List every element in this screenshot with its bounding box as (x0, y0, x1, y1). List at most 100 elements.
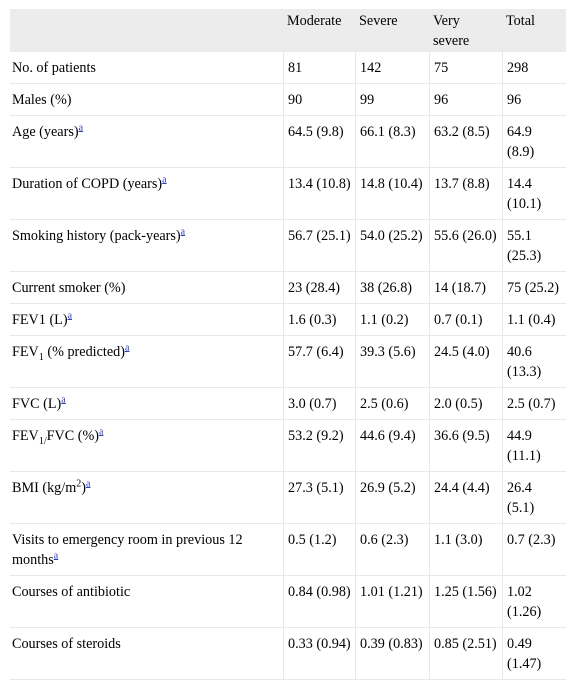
cell-total: 55.1 (25.3) (502, 220, 566, 272)
cell-severe: 0.39 (0.83) (355, 628, 429, 680)
table-header: Moderate Severe Very severe Total (10, 9, 566, 52)
footnote-link[interactable]: a (78, 122, 84, 134)
cell-very-severe: 96 (429, 84, 502, 116)
cell-very-severe: 2.0 (0.5) (429, 388, 502, 420)
row-label-text: FVC (L) (12, 396, 62, 412)
cell-severe: 39.3 (5.6) (355, 336, 429, 388)
cell-very-severe: 24.5 (4.0) (429, 336, 502, 388)
table-row: Visits to emergency room in previous 12 … (10, 524, 566, 576)
cell-severe: 0.6 (2.3) (355, 524, 429, 576)
cell-severe: 26.9 (5.2) (355, 472, 429, 524)
table-row: Duration of COPD (years)a 13.4 (10.8) 14… (10, 168, 566, 220)
row-label: FEV1 (L)a (10, 304, 283, 336)
cell-severe: 38 (26.8) (355, 272, 429, 304)
table-row: Age (years)a 64.5 (9.8) 66.1 (8.3) 63.2 … (10, 116, 566, 168)
cell-severe: 2.5 (0.6) (355, 388, 429, 420)
cell-very-severe: 75 (429, 52, 502, 84)
cell-severe: 1.01 (1.21) (355, 576, 429, 628)
cell-moderate: 27.3 (5.1) (283, 472, 355, 524)
header-cell-total: Total (502, 9, 566, 52)
cell-moderate: 64.5 (9.8) (283, 116, 355, 168)
cell-very-severe: 0.85 (2.51) (429, 628, 502, 680)
cell-total: 26.4 (5.1) (502, 472, 566, 524)
header-cell-very-severe: Very severe (429, 9, 502, 52)
cell-severe: 1.1 (0.2) (355, 304, 429, 336)
row-label-text: FEV1 (L) (12, 312, 68, 328)
cell-total: 40.6 (13.3) (502, 336, 566, 388)
header-cell-severe: Severe (355, 9, 429, 52)
row-label: FEV1/FVC (%)a (10, 420, 283, 472)
table-row: BMI (kg/m2)a 27.3 (5.1) 26.9 (5.2) 24.4 … (10, 472, 566, 524)
cell-severe: 142 (355, 52, 429, 84)
row-label-text: Courses of steroids (12, 636, 121, 652)
row-label-sub: 1/ (38, 435, 47, 447)
footnote-link[interactable]: a (180, 226, 186, 238)
table-row: Males (%) 90 99 96 96 (10, 84, 566, 116)
row-label: Visits to emergency room in previous 12 … (10, 524, 283, 576)
cell-moderate: 3.0 (0.7) (283, 388, 355, 420)
row-label-sub: 1 (38, 351, 44, 363)
table-row: FEV1/FVC (%)a 53.2 (9.2) 44.6 (9.4) 36.6… (10, 420, 566, 472)
row-label: Courses of antibiotic (10, 576, 283, 628)
row-label-text: Visits to emergency room in previous 12 … (12, 532, 243, 568)
row-label-text: Age (years) (12, 124, 79, 140)
row-label: Duration of COPD (years)a (10, 168, 283, 220)
cell-total: 75 (25.2) (502, 272, 566, 304)
footnote-link[interactable]: a (53, 550, 59, 562)
cell-moderate: 81 (283, 52, 355, 84)
cell-total: 96 (502, 84, 566, 116)
cell-total: 0.49 (1.47) (502, 628, 566, 680)
table-body: No. of patients 81 142 75 298 Males (%) … (10, 52, 566, 680)
row-label-text: Current smoker (%) (12, 280, 126, 296)
cell-moderate: 23 (28.4) (283, 272, 355, 304)
header-cell-moderate: Moderate (283, 9, 355, 52)
header-cell-label (10, 9, 283, 52)
cell-moderate: 0.84 (0.98) (283, 576, 355, 628)
row-label: Smoking history (pack-years)a (10, 220, 283, 272)
row-label: Males (%) (10, 84, 283, 116)
cell-very-severe: 14 (18.7) (429, 272, 502, 304)
header-row: Moderate Severe Very severe Total (10, 9, 566, 52)
row-label: BMI (kg/m2)a (10, 472, 283, 524)
cell-severe: 14.8 (10.4) (355, 168, 429, 220)
row-label-text: Duration of COPD (years) (12, 176, 163, 192)
cell-very-severe: 0.7 (0.1) (429, 304, 502, 336)
cell-very-severe: 36.6 (9.5) (429, 420, 502, 472)
cell-very-severe: 1.25 (1.56) (429, 576, 502, 628)
footnote-link[interactable]: a (61, 394, 66, 406)
cell-very-severe: 1.1 (3.0) (429, 524, 502, 576)
footnote-link[interactable]: a (99, 426, 104, 438)
footnote-link[interactable]: a (85, 478, 91, 490)
row-label-text: Males (%) (12, 92, 72, 108)
cell-very-severe: 24.4 (4.4) (429, 472, 502, 524)
row-label: Age (years)a (10, 116, 283, 168)
table-row: Smoking history (pack-years)a 56.7 (25.1… (10, 220, 566, 272)
cell-moderate: 0.5 (1.2) (283, 524, 355, 576)
table-row: FVC (L)a 3.0 (0.7) 2.5 (0.6) 2.0 (0.5) 2… (10, 388, 566, 420)
row-label-post: (% predicted) (43, 344, 125, 360)
footnote-link[interactable]: a (124, 342, 130, 354)
cell-total: 44.9 (11.1) (502, 420, 566, 472)
table-row: Current smoker (%) 23 (28.4) 38 (26.8) 1… (10, 272, 566, 304)
row-label: FVC (L)a (10, 388, 283, 420)
cell-total: 2.5 (0.7) (502, 388, 566, 420)
row-label-post: FVC (%) (46, 428, 100, 444)
cell-very-severe: 55.6 (26.0) (429, 220, 502, 272)
footnote-link[interactable]: a (162, 174, 167, 186)
row-label-text: No. of patients (12, 60, 96, 76)
cell-moderate: 1.6 (0.3) (283, 304, 355, 336)
row-label-pre: FEV (12, 344, 39, 360)
row-label-pre: FEV (12, 428, 39, 444)
cell-total: 0.7 (2.3) (502, 524, 566, 576)
cell-total: 1.1 (0.4) (502, 304, 566, 336)
cell-total: 298 (502, 52, 566, 84)
footnote-link[interactable]: a (67, 310, 73, 322)
row-label-post: ) (81, 480, 86, 496)
row-label: No. of patients (10, 52, 283, 84)
row-label-text: Courses of antibiotic (12, 584, 131, 600)
cell-total: 64.9 (8.9) (502, 116, 566, 168)
row-label-text: Smoking history (pack-years) (12, 228, 181, 244)
row-label-pre: BMI (kg/m (12, 480, 77, 496)
row-label: Current smoker (%) (10, 272, 283, 304)
